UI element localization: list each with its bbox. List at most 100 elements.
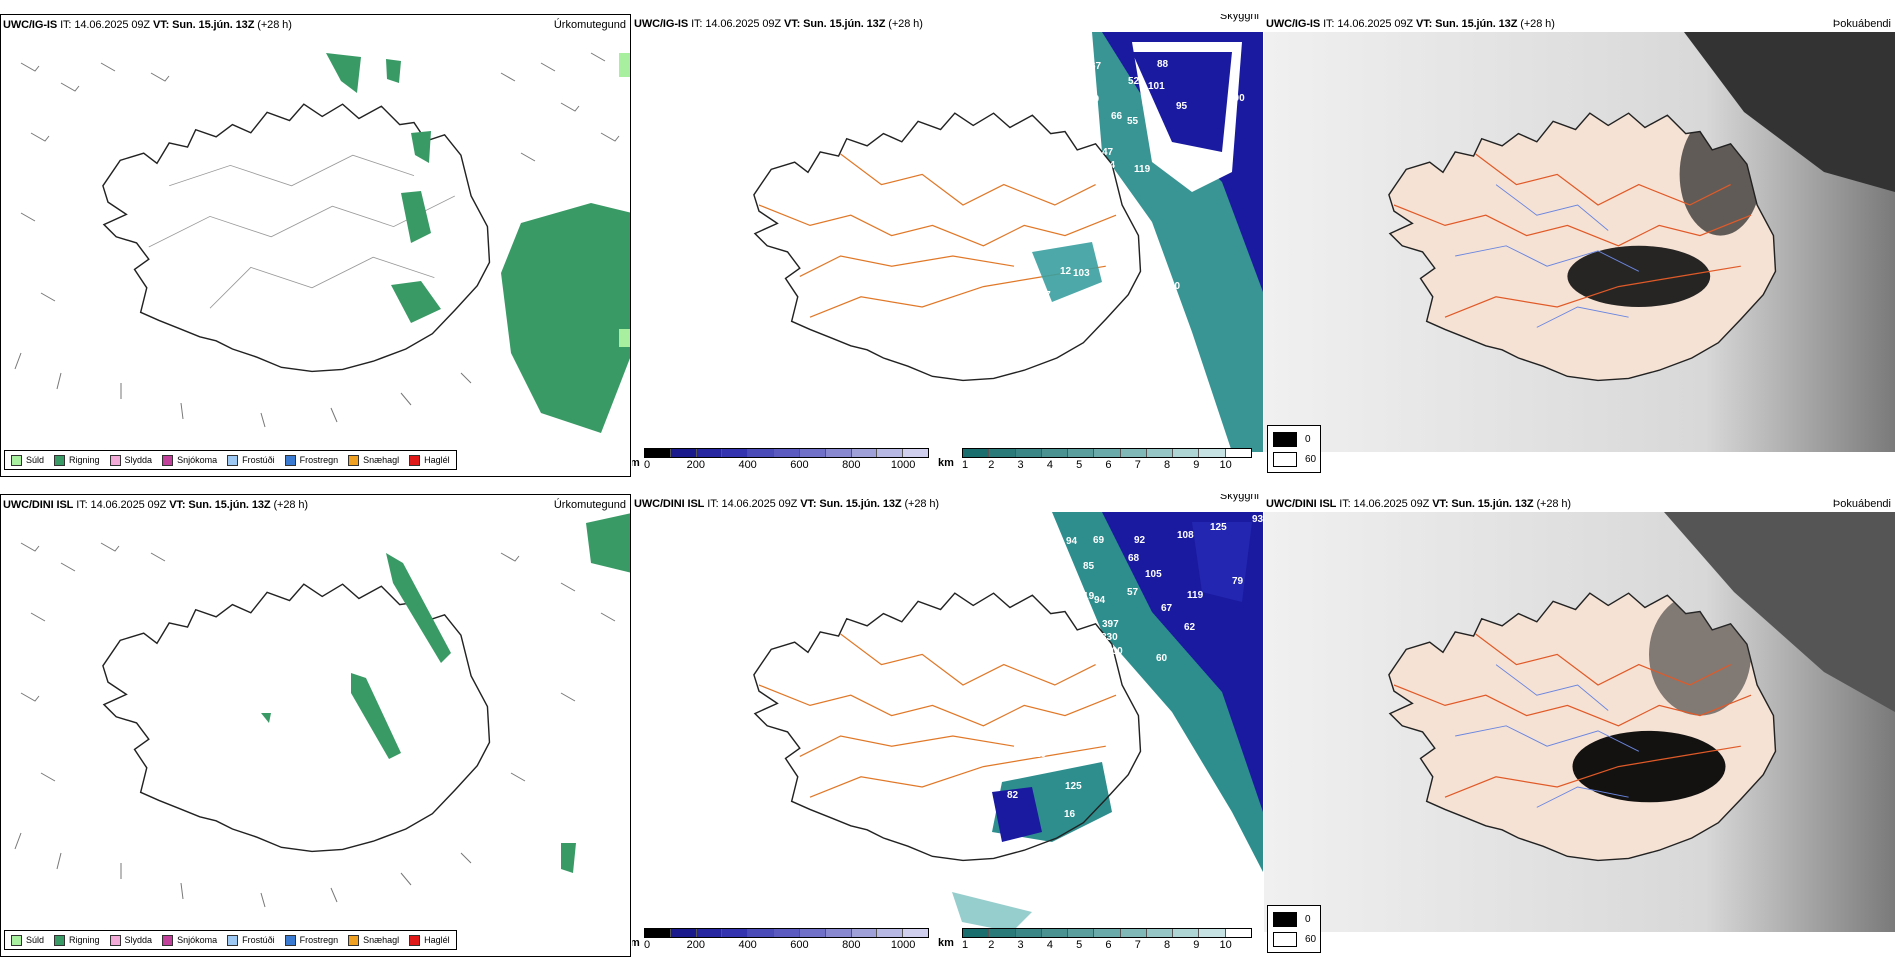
cloud-base-value: 95 (1176, 101, 1188, 112)
cloud-base-value: 157 (1034, 290, 1051, 301)
panel-header: UWC/DINI ISL IT: 14.06.2025 09Z VT: Sun.… (1266, 498, 1571, 510)
legend-swatch (162, 934, 174, 946)
panel-header: UWC/IG-IS IT: 14.06.2025 09Z VT: Sun. 15… (3, 19, 292, 31)
fog-panel-bottom: UWC/DINI ISL IT: 14.06.2025 09Z VT: Sun.… (1264, 494, 1895, 957)
cloud-base-value: 94 (1066, 536, 1078, 547)
cloud-base-value: 12 (1060, 266, 1072, 277)
colorbar-bin (1225, 929, 1251, 937)
colorbar-bin (774, 449, 800, 457)
legend-label: Snæhagl (363, 455, 400, 465)
colorbar-bin (670, 929, 697, 937)
colorbar-bin (1068, 929, 1095, 937)
legend-swatch (227, 454, 239, 466)
colorbar-bin (748, 929, 775, 937)
legend-label: Haglél (424, 935, 450, 945)
cloud-base-value: 79 (1036, 573, 1048, 584)
legend-item: Snjókoma (162, 934, 218, 946)
cloud-base-value: 154 (1090, 292, 1107, 303)
colorbar-bin (877, 929, 904, 937)
colorbar-tick-label: 3 (1017, 939, 1024, 951)
colorbar-tick-label: 7 (1134, 939, 1141, 951)
visibility-colorbar: km 1 2 3 4 5 6 7 8 9 10 (938, 928, 1252, 953)
panel-header: UWC/DINI ISL IT: 14.06.2025 09Z VT: Sun.… (3, 499, 308, 511)
legend-label: Súld (26, 935, 45, 945)
colorbar-tick-label: 6 (1105, 459, 1112, 471)
legend-label: Snjókoma (177, 935, 218, 945)
cloud-panel-top: UWC/IG-IS IT: 14.06.2025 09Z VT: Sun. 15… (632, 14, 1263, 477)
colorbar-tick-label: 600 (790, 459, 809, 471)
cloud-base-value: 89 (1088, 94, 1100, 105)
legend-item: Slydda (109, 454, 152, 466)
legend-swatch (409, 454, 421, 466)
cloud-base-value: 52 (1128, 76, 1140, 87)
cloud-base-value: 200 (1106, 646, 1123, 657)
colorbar-tick-label: 3 (1017, 459, 1024, 471)
cloud-base-value: 84 (1125, 788, 1137, 799)
colorbar-tick-label: 800 (842, 459, 861, 471)
fog-legend-black (1273, 432, 1297, 447)
colorbar-bin (1225, 449, 1251, 457)
colorbar-bin (696, 929, 723, 937)
colorbar-bin (1041, 449, 1069, 457)
cloud-base-value: 79 (1232, 576, 1244, 587)
colorbar-tick-label: 0 (644, 459, 651, 471)
legend-item: Rigning (54, 934, 100, 946)
cloud-base-value: 93 (1252, 514, 1263, 525)
colorbar-tick-label: 9 (1193, 459, 1200, 471)
colorbar-tick-label: 800 (842, 939, 861, 951)
cloud-base-value: 119 (1030, 749, 1047, 760)
colorbar-tick-label: 0 (644, 939, 651, 951)
cloud-base-value: 397 (1102, 619, 1119, 630)
cloud-panel-bottom: UWC/DINI ISL IT: 14.06.2025 09Z VT: Sun.… (632, 494, 1263, 957)
legend-item: Haglél (409, 454, 450, 466)
precip-legend: Súld Rigning Slydda Snjókoma Frostúði Frostre… (4, 450, 457, 470)
cloud-base-value: 88 (1086, 113, 1098, 124)
colorbar-bin (963, 449, 990, 457)
colorbar-bin (1094, 449, 1121, 457)
fog-legend-black (1273, 912, 1297, 927)
colorbar-bin (645, 929, 671, 937)
panel-title: Úrkomutegund (553, 499, 626, 511)
colorbar-bin (1015, 929, 1042, 937)
cloud-base-value: 107 (1153, 283, 1170, 294)
legend-swatch (109, 454, 121, 466)
colorbar-tick-label: 8 (1163, 459, 1171, 471)
legend-swatch (348, 454, 360, 466)
cloud-base-value: 108 (1177, 530, 1194, 541)
legend-label: Súld (26, 455, 45, 465)
legend-label: Snjókoma (177, 455, 218, 465)
panel-title: Skyggni (1219, 14, 1259, 22)
legend-label: Frostúði (242, 935, 275, 945)
colorbar-bin (1120, 929, 1147, 937)
legend-item: Snæhagl (348, 454, 400, 466)
legend-swatch (109, 934, 121, 946)
cloud-base-value: 76 (1043, 594, 1055, 605)
cloud-map: 67 88 52 101 89 95 100 67 88 66 55 47 24 119 71 12 103 12… (753, 32, 1263, 452)
legend-label: Rigning (69, 455, 100, 465)
cloud-base-value: 125 (1065, 781, 1082, 792)
panel-title: Þokuábendi (1832, 18, 1891, 30)
legend-swatch (11, 934, 22, 946)
colorbar-tick-label: 200 (686, 939, 705, 951)
fog-legend-white (1273, 932, 1297, 947)
visibility-colorbar: km 1 2 3 4 5 6 7 8 9 10 (938, 448, 1252, 473)
colorbar-tick-label: 200 (686, 459, 705, 471)
cloud-base-value: 90 (1169, 281, 1181, 292)
colorbar-tick-label: 4 (1046, 939, 1053, 951)
cloud-base-value: 67 (1142, 99, 1154, 110)
legend-item: Súld (11, 934, 45, 946)
cloud-base-value: 103 (1073, 268, 1090, 279)
cloud-base-value: 57 (1127, 587, 1139, 598)
cloud-base-value: 55 (1127, 116, 1139, 127)
panel-title: Þokuábendi (1832, 498, 1891, 510)
colorbar-bin (825, 449, 852, 457)
cloud-base-value: 127 (1103, 279, 1120, 290)
cloud-base-value: 68 (1128, 553, 1140, 564)
precip-map (14, 52, 630, 433)
legend-swatch (227, 934, 239, 946)
legend-item: Frostúði (227, 454, 275, 466)
colorbar-tick-label: 600 (790, 939, 809, 951)
cloud-base-value: 92 (1134, 535, 1146, 546)
colorbar-tick-label: 400 (738, 939, 757, 951)
colorbar-tick-label: 1 (962, 939, 969, 951)
